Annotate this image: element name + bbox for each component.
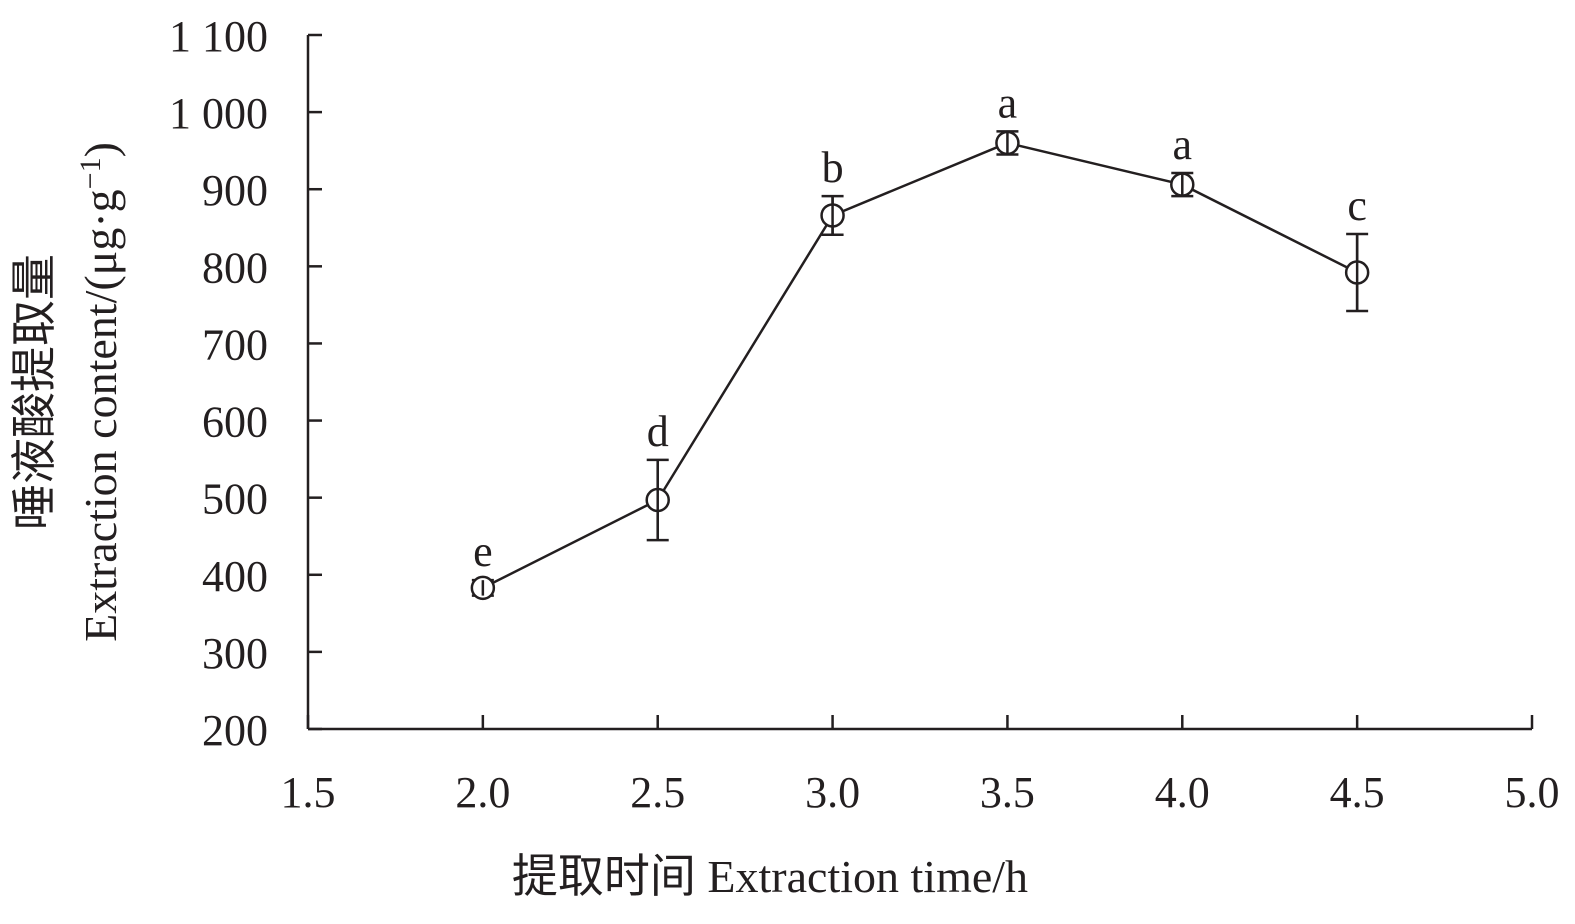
y-axis-title-line2-main: Extraction content/(μg·g [75,189,126,642]
x-tick-label: 3.0 [805,768,860,817]
axes [306,35,1532,731]
significance-label: c [1347,181,1367,230]
significance-label: a [1173,120,1193,169]
y-axis-title: 唾液酸提取量 Extraction content/(μg·g−1) [9,142,126,642]
x-axis-title: 提取时间 Extraction time/h [512,851,1028,902]
x-tick-label: 2.5 [630,768,685,817]
y-tick-label: 700 [202,320,268,369]
y-tick-label: 300 [202,629,268,678]
x-tick-label: 1.5 [281,768,336,817]
series: e d b a a c [470,78,1370,601]
y-axis-title-line2-sup: −1 [74,157,107,189]
significance-label: d [647,407,669,456]
x-tick-label: 4.5 [1330,768,1385,817]
x-tick-label: 2.0 [455,768,510,817]
y-axis-title-line2: Extraction content/(μg·g−1) [74,142,126,642]
significance-label: a [998,78,1018,127]
y-tick-label: 200 [202,706,268,755]
x-tick-label: 5.0 [1505,768,1560,817]
x-tick-label: 3.5 [980,768,1035,817]
y-tick-label: 500 [202,475,268,524]
y-axis-title-line1: 唾液酸提取量 [9,254,60,530]
significance-label: e [473,527,493,576]
y-tick-label: 600 [202,398,268,447]
y-tick-label: 400 [202,552,268,601]
x-ticks: 1.5 2.0 2.5 3.0 3.5 4.0 4.5 5.0 [281,715,1560,817]
y-tick-label: 900 [202,166,268,215]
y-tick-label: 1 100 [169,12,268,61]
y-tick-label: 800 [202,243,268,292]
x-tick-label: 4.0 [1155,768,1210,817]
y-ticks: 200 300 400 500 600 700 800 900 1 000 1 100 [169,12,322,755]
significance-label: b [822,143,844,192]
series-line [482,141,1358,590]
y-tick-label: 1 000 [169,89,268,138]
y-axis-title-line2-close: ) [75,142,126,157]
